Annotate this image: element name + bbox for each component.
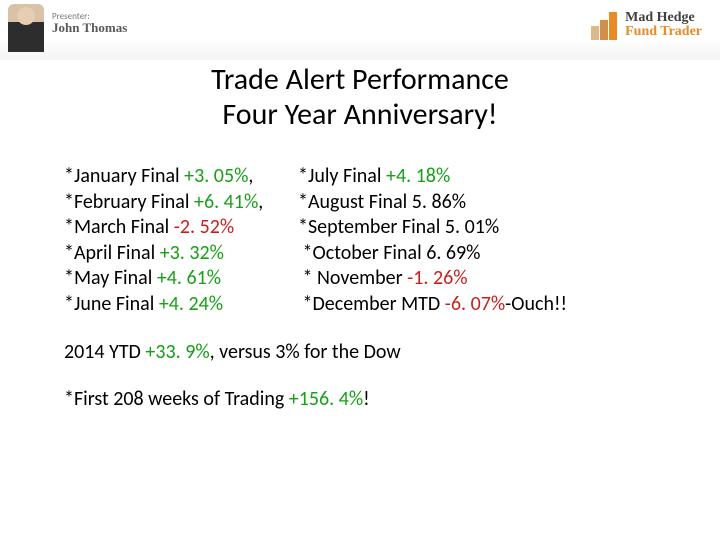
month-row: *October Final 6. 69%	[298, 241, 680, 267]
presenter-block: Presenter: John Thomas	[8, 4, 127, 52]
month-prefix: *September Final	[298, 215, 445, 239]
header-band: Presenter: John Thomas Mad Hedge Fund Tr…	[0, 0, 720, 60]
month-value: -1. 26%	[407, 266, 467, 290]
cumulative-summary: *First 208 weeks of Trading +156. 4%!	[64, 387, 680, 413]
month-prefix: *March Final	[64, 215, 174, 239]
cumulative-prefix: *First 208 weeks of Trading	[64, 387, 289, 411]
month-value: 6. 69%	[426, 241, 480, 265]
brand-block: Mad Hedge Fund Trader	[591, 4, 702, 40]
monthly-performance-grid: *January Final +3. 05%,*February Final +…	[64, 164, 680, 318]
brand-bar-chart-icon	[591, 10, 617, 40]
month-suffix: ,	[248, 164, 253, 188]
month-prefix: *July Final	[298, 164, 386, 188]
cumulative-suffix: !	[363, 387, 370, 411]
month-row: *July Final +4. 18%	[298, 164, 680, 190]
month-row: *May Final +4. 61%	[64, 266, 286, 292]
month-prefix: *December MTD	[303, 292, 445, 316]
brand-text: Mad Hedge Fund Trader	[625, 11, 702, 39]
month-row: *June Final +4. 24%	[64, 292, 286, 318]
month-value: +3. 32%	[160, 241, 224, 265]
title-line-2: Four Year Anniversary!	[0, 97, 720, 132]
month-prefix: *June Final	[64, 292, 159, 316]
month-suffix: ,	[258, 190, 263, 214]
month-prefix: *October Final	[303, 241, 427, 265]
month-value: +6. 41%	[194, 190, 258, 214]
ytd-summary: 2014 YTD +33. 9%, versus 3% for the Dow	[64, 340, 680, 366]
months-column-left: *January Final +3. 05%,*February Final +…	[64, 164, 286, 318]
month-value: +3. 05%	[184, 164, 248, 188]
month-prefix: *January Final	[64, 164, 184, 188]
brand-name-line1: Mad Hedge	[625, 11, 702, 25]
month-row: *February Final +6. 41%,	[64, 190, 286, 216]
month-prefix: *August Final	[298, 190, 412, 214]
title-line-1: Trade Alert Performance	[0, 62, 720, 97]
month-value: 5. 86%	[412, 190, 466, 214]
presenter-avatar	[8, 4, 44, 52]
month-suffix: -Ouch!!	[505, 292, 567, 316]
month-value: +4. 18%	[386, 164, 450, 188]
brand-name-line2: Fund Trader	[625, 25, 702, 39]
cumulative-value: +156. 4%	[289, 387, 363, 411]
month-row: *September Final 5. 01%	[298, 215, 680, 241]
month-prefix: *February Final	[64, 190, 194, 214]
month-value: -6. 07%	[445, 292, 505, 316]
month-prefix: * November	[303, 266, 408, 290]
month-prefix: *May Final	[64, 266, 157, 290]
presenter-text: Presenter: John Thomas	[52, 4, 127, 35]
month-value: +4. 24%	[159, 292, 223, 316]
ytd-suffix: , versus 3% for the Dow	[210, 340, 401, 364]
month-row: *August Final 5. 86%	[298, 190, 680, 216]
month-row: *March Final -2. 52%	[64, 215, 286, 241]
month-value: 5. 01%	[445, 215, 499, 239]
presenter-name: John Thomas	[52, 21, 127, 35]
months-column-right: *July Final +4. 18%*August Final 5. 86%*…	[298, 164, 680, 318]
slide-content: *January Final +3. 05%,*February Final +…	[64, 164, 680, 413]
month-row: *April Final +3. 32%	[64, 241, 286, 267]
ytd-value: +33. 9%	[145, 340, 209, 364]
month-row: * November -1. 26%	[298, 266, 680, 292]
slide-title: Trade Alert Performance Four Year Annive…	[0, 62, 720, 133]
month-prefix: *April Final	[64, 241, 160, 265]
month-row: *January Final +3. 05%,	[64, 164, 286, 190]
ytd-prefix: 2014 YTD	[64, 340, 145, 364]
month-value: +4. 61%	[157, 266, 221, 290]
month-value: -2. 52%	[174, 215, 234, 239]
month-row: *December MTD -6. 07%-Ouch!!	[298, 292, 680, 318]
